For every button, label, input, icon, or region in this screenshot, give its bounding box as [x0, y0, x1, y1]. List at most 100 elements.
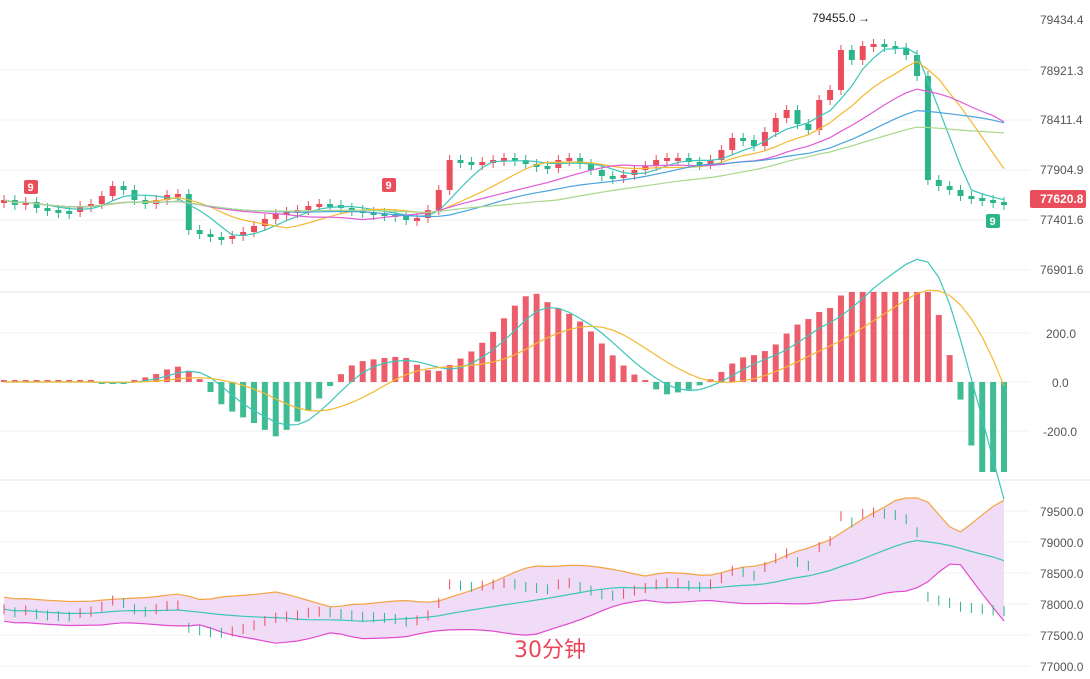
candle-body-60 — [653, 160, 660, 166]
candle-body-39 — [424, 210, 431, 218]
current-price-value: 77620.8 — [1040, 192, 1084, 206]
macd-bar-19 — [207, 382, 214, 393]
candle-body-50 — [544, 166, 551, 169]
candle-body-47 — [511, 158, 518, 161]
macd-bar-90 — [979, 382, 986, 472]
macd-bar-92 — [1001, 382, 1007, 472]
candle-body-58 — [631, 170, 638, 175]
macd-bar-54 — [587, 331, 594, 382]
candle-body-25 — [272, 214, 279, 219]
macd-bar-67 — [729, 363, 736, 382]
candle-body-65 — [707, 160, 714, 164]
bollinger-lower — [3, 563, 1005, 644]
macd-bar-80 — [870, 292, 877, 382]
macd-tick-2: 0.0 — [1052, 376, 1069, 390]
macd-bar-37 — [403, 357, 410, 382]
macd-bar-53 — [577, 321, 584, 382]
candle-body-34 — [370, 212, 377, 215]
candle-body-75 — [816, 100, 823, 130]
candle-body-42 — [457, 160, 464, 163]
moving-average-ma5 — [3, 126, 1005, 213]
candle-body-67 — [729, 138, 736, 150]
candle-body-78 — [848, 50, 855, 60]
macd-bar-71 — [772, 344, 779, 382]
candle-body-68 — [740, 138, 747, 141]
candle-body-77 — [837, 50, 844, 90]
td-marker-2-label: 9 — [386, 180, 392, 192]
candle-body-82 — [892, 46, 899, 49]
macd-bar-3 — [33, 380, 40, 382]
candle-body-79 — [859, 46, 866, 60]
candle-body-0 — [1, 200, 7, 203]
candle-body-73 — [794, 110, 801, 124]
chart-overlays: 79455.0 → 77620.8 9 9 9 30分钟 — [24, 11, 1086, 663]
candle-body-92 — [1001, 202, 1007, 205]
macd-bar-18 — [196, 379, 203, 382]
candle-body-22 — [240, 232, 247, 236]
macd-bar-47 — [511, 305, 518, 382]
macd-bar-39 — [424, 370, 431, 382]
macd-bar-45 — [490, 331, 497, 382]
current-price-tag[interactable] — [1030, 190, 1086, 208]
candle-body-83 — [903, 48, 910, 55]
macd-bar-57 — [620, 365, 627, 382]
candle-body-74 — [805, 124, 812, 130]
boll-tick-4: 78000.0 — [1040, 598, 1084, 612]
candle-body-10 — [109, 186, 116, 196]
td-marker-3 — [986, 214, 1000, 228]
candle-body-4 — [44, 208, 51, 211]
macd-bar-28 — [305, 382, 312, 411]
candle-body-89 — [968, 196, 975, 199]
candle-body-40 — [435, 190, 442, 210]
candle-body-19 — [207, 234, 214, 237]
price-tick-4: 77904.9 — [1040, 163, 1084, 177]
macd-bar-34 — [370, 359, 377, 382]
macd-bar-79 — [859, 292, 866, 382]
macd-bar-77 — [837, 295, 844, 382]
macd-bar-74 — [805, 319, 812, 382]
td-marker-2 — [382, 178, 396, 192]
candle-body-29 — [316, 204, 323, 207]
candle-body-11 — [120, 186, 127, 190]
candle-body-81 — [881, 44, 888, 47]
candle-body-36 — [392, 214, 399, 217]
candle-body-23 — [251, 226, 257, 232]
macd-bar-75 — [816, 311, 823, 382]
candle-body-88 — [957, 190, 964, 196]
candle-body-62 — [674, 158, 681, 161]
candle-body-38 — [414, 218, 421, 221]
macd-bar-25 — [272, 382, 279, 437]
candle-body-66 — [718, 150, 725, 160]
macd-bar-86 — [935, 314, 942, 382]
macd-bar-63 — [685, 382, 692, 390]
macd-tick-1: 200.0 — [1046, 327, 1076, 341]
candle-body-21 — [229, 236, 236, 239]
td-marker-3-label: 9 — [990, 216, 996, 228]
candle-body-71 — [772, 118, 779, 132]
macd-bar-32 — [348, 365, 355, 382]
macd-bar-5 — [55, 380, 62, 382]
macd-bar-42 — [457, 358, 464, 382]
macd-dif-line — [4, 258, 1005, 500]
candle-body-28 — [305, 206, 312, 210]
candle-body-48 — [522, 160, 529, 164]
macd-bar-83 — [903, 292, 910, 382]
macd-bar-24 — [261, 382, 268, 430]
macd-bar-14 — [153, 374, 160, 382]
candle-body-24 — [261, 219, 268, 226]
macd-bar-58 — [631, 374, 638, 382]
macd-bar-55 — [598, 343, 605, 382]
candle-body-16 — [174, 194, 181, 197]
bollinger-upper — [3, 497, 1005, 608]
candle-body-84 — [914, 55, 921, 76]
candle-body-17 — [185, 194, 192, 230]
candle-body-43 — [468, 162, 475, 165]
macd-bar-17 — [185, 370, 192, 382]
macd-bar-85 — [924, 292, 931, 382]
macd-bar-21 — [229, 382, 236, 412]
data-series — [1, 39, 1007, 644]
candle-body-32 — [348, 208, 355, 211]
macd-bar-4 — [44, 380, 51, 382]
price-tick-2: 78921.3 — [1040, 64, 1084, 78]
candle-body-63 — [685, 158, 692, 162]
